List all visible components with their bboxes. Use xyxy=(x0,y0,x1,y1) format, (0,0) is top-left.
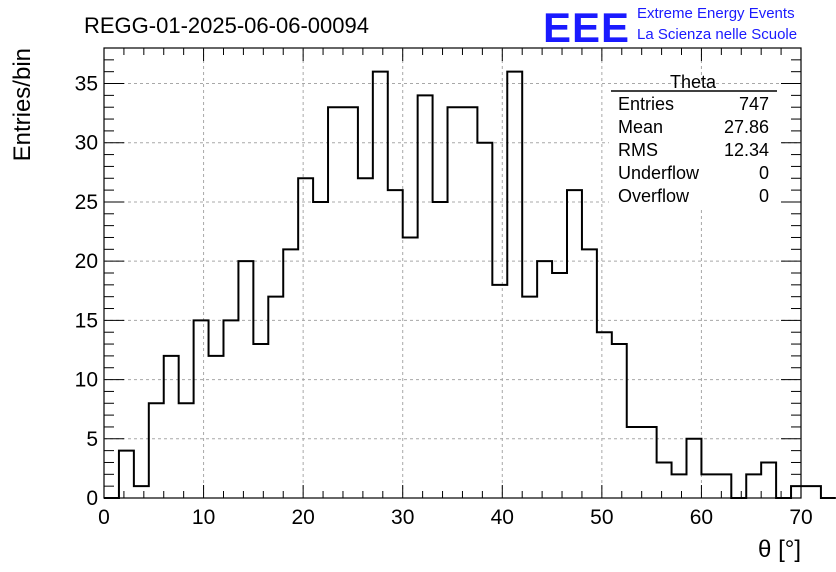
y-tick-label: 0 xyxy=(86,487,98,510)
histogram-bin xyxy=(701,474,716,498)
histogram-bin xyxy=(149,403,164,498)
histogram-bin xyxy=(806,486,821,498)
histogram-bin xyxy=(238,261,253,498)
stats-label: Mean xyxy=(618,117,663,137)
histogram-bin xyxy=(373,72,388,498)
y-tick-label: 5 xyxy=(86,428,98,451)
histogram-bin xyxy=(119,451,134,498)
x-tick-label: 50 xyxy=(590,506,613,529)
x-tick-label: 10 xyxy=(192,506,215,529)
stats-box: Theta Entries 747 Mean 27.86 RMS 12.34 U… xyxy=(609,72,781,210)
y-tick-label: 10 xyxy=(75,369,98,392)
x-tick-label: 60 xyxy=(690,506,713,529)
histogram-outline xyxy=(104,70,836,499)
histogram-bin xyxy=(448,107,463,498)
logo-line-2: La Scienza nelle Scuole xyxy=(637,26,797,43)
y-tick-label: 25 xyxy=(75,191,98,214)
histogram-bin xyxy=(597,332,612,498)
histogram-bin xyxy=(268,297,283,498)
y-tick-label: 35 xyxy=(75,73,98,96)
histogram-bin xyxy=(209,356,224,498)
histogram-bin xyxy=(403,237,418,498)
x-axis-label: θ [°] xyxy=(758,536,801,563)
histogram-bin xyxy=(567,190,582,498)
histogram-bin xyxy=(462,107,477,498)
histogram-bin xyxy=(746,474,761,498)
histogram-bin xyxy=(612,344,627,498)
stats-value: 27.86 xyxy=(724,117,769,137)
logo-line-1: Extreme Energy Events xyxy=(637,5,795,22)
histogram-bin xyxy=(253,344,268,498)
y-tick-label: 15 xyxy=(75,309,98,332)
histogram-bin xyxy=(672,474,687,498)
histogram-bin xyxy=(686,439,701,498)
histogram-bin xyxy=(134,486,149,498)
x-tick-label: 70 xyxy=(789,506,812,529)
stats-label: Overflow xyxy=(618,186,690,206)
histogram-bin xyxy=(194,320,209,498)
stats-title: Theta xyxy=(670,72,717,92)
histogram-bin xyxy=(298,178,313,498)
stats-label: Entries xyxy=(618,94,674,114)
histogram-bin xyxy=(328,107,343,498)
x-tick-label: 0 xyxy=(98,506,110,529)
histogram-bin xyxy=(343,107,358,498)
histogram-bin xyxy=(761,462,776,498)
histogram-bin xyxy=(522,297,537,498)
histogram-bin xyxy=(716,474,731,498)
histogram-bin xyxy=(283,249,298,498)
histogram-bin xyxy=(507,72,522,498)
histogram-bin xyxy=(492,285,507,498)
stats-label: Underflow xyxy=(618,163,700,183)
y-axis-label: Entries/bin xyxy=(9,48,36,161)
axis-ticks xyxy=(103,47,802,499)
histogram-bin xyxy=(418,95,433,498)
x-tick-label: 20 xyxy=(291,506,314,529)
y-tick-label: 20 xyxy=(75,250,98,273)
histogram-bin xyxy=(627,427,642,498)
grid-lines xyxy=(104,48,801,498)
stats-value: 747 xyxy=(739,94,769,114)
histogram-bin xyxy=(657,462,672,498)
histogram-bin xyxy=(433,202,448,498)
eee-logo: EEE Extreme Energy Events La Scienza nel… xyxy=(543,4,797,51)
histogram-bin xyxy=(164,356,179,498)
histogram-bin xyxy=(179,403,194,498)
histogram-bin xyxy=(223,320,238,498)
histogram-bin xyxy=(791,486,806,498)
y-tick-label: 30 xyxy=(75,132,98,155)
histogram-bin xyxy=(477,143,492,498)
logo-mark: EEE xyxy=(543,4,630,51)
histogram-bin xyxy=(642,427,657,498)
stats-label: RMS xyxy=(618,140,658,160)
stats-value: 0 xyxy=(759,163,769,183)
histogram-bin xyxy=(313,202,328,498)
histogram-bin xyxy=(552,273,567,498)
chart-title: REGG-01-2025-06-06-00094 xyxy=(84,13,369,38)
histogram-bin xyxy=(388,190,403,498)
stats-value: 12.34 xyxy=(724,140,769,160)
histogram-bin xyxy=(582,249,597,498)
x-tick-labels: 0 10 20 30 40 50 60 70 xyxy=(98,506,813,529)
histogram-bin xyxy=(358,178,373,498)
x-tick-label: 40 xyxy=(491,506,514,529)
y-tick-labels: 0 5 10 15 20 25 30 35 xyxy=(75,73,98,510)
stats-value: 0 xyxy=(759,186,769,206)
histogram-bin xyxy=(537,261,552,498)
x-tick-label: 30 xyxy=(391,506,414,529)
